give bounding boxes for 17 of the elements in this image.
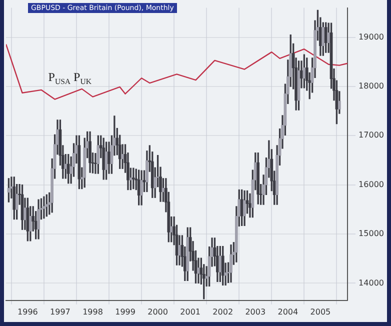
y-tick-label: 19000	[358, 32, 384, 42]
x-tick-label: 2001	[180, 307, 201, 316]
x-tick-label: 2000	[148, 307, 168, 316]
x-tick-label: 1996	[18, 307, 38, 316]
x-tick-label: 1998	[82, 307, 103, 316]
x-tick-label: 2004	[278, 307, 298, 316]
candlestick	[42, 196, 46, 219]
y-tick-label: 18000	[358, 82, 384, 91]
x-tick-label: 1999	[115, 307, 136, 316]
x-tick-label: 1997	[50, 307, 70, 316]
x-tick-label: 2002	[212, 307, 234, 316]
x-tick-label: 2005	[310, 307, 331, 316]
y-tick-label: 17000	[358, 130, 384, 140]
y-tick-label: 14000	[358, 278, 384, 288]
x-tick-label: 2003	[245, 307, 266, 316]
y-tick-label: 16000	[358, 180, 384, 189]
y-tick-label: 15000	[358, 229, 384, 238]
